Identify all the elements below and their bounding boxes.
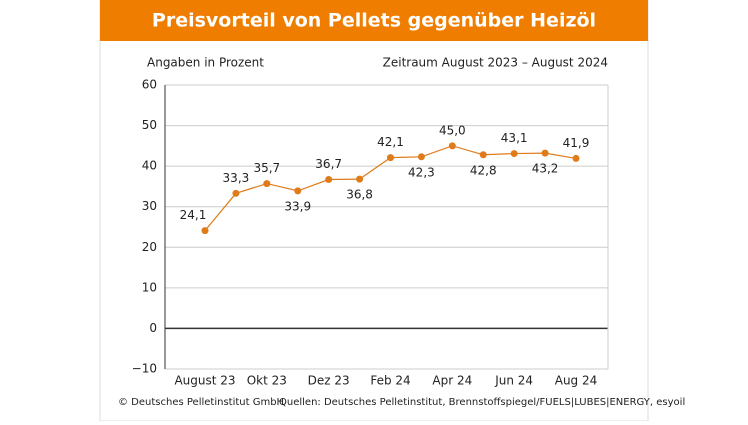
card xyxy=(99,0,649,422)
value-label: 33,9 xyxy=(284,199,311,213)
point xyxy=(387,154,394,162)
value-label: 43,1 xyxy=(501,131,528,145)
point xyxy=(263,180,271,188)
y-tick-label: 20 xyxy=(142,240,157,254)
y-tick-label: 50 xyxy=(142,118,157,132)
point xyxy=(479,151,487,159)
y-axis-label: Angaben in Prozent xyxy=(147,56,264,70)
point xyxy=(356,175,364,183)
y-tick-label: 40 xyxy=(142,159,157,173)
point xyxy=(325,176,333,184)
y-tick-label: 10 xyxy=(142,280,157,294)
point xyxy=(510,150,518,158)
header xyxy=(100,0,648,41)
point xyxy=(541,149,549,157)
point xyxy=(417,153,425,161)
value-label: 42,3 xyxy=(408,165,435,179)
value-label: 33,3 xyxy=(223,171,250,185)
y-tick-label: 30 xyxy=(142,199,157,213)
y-tick-label: 0 xyxy=(149,321,157,335)
x-tick-label: Feb 24 xyxy=(370,374,410,388)
y-tick-label: 60 xyxy=(142,78,157,92)
value-label: 43,2 xyxy=(532,162,559,176)
chart-title: Preisvorteil von Pellets gegenüber Heizö… xyxy=(152,10,596,32)
value-label: 24,1 xyxy=(180,208,207,222)
y-tick-label: −10 xyxy=(132,362,157,376)
value-label: 41,9 xyxy=(563,136,590,150)
x-tick-label: Aug 24 xyxy=(555,374,598,388)
x-tick-label: August 23 xyxy=(174,374,235,388)
point xyxy=(201,227,209,235)
x-tick-label: Okt 23 xyxy=(247,374,287,388)
point xyxy=(572,154,580,162)
point xyxy=(448,142,456,150)
point xyxy=(294,187,302,195)
value-label: 36,8 xyxy=(346,188,373,202)
x-tick-label: Jun 24 xyxy=(494,374,533,388)
value-label: 42,8 xyxy=(470,163,497,177)
source: Quellen: Deutsches Pelletinstitut, Brenn… xyxy=(279,397,685,408)
x-tick-label: Apr 24 xyxy=(432,374,472,388)
period: Zeitraum August 2023 – August 2024 xyxy=(383,56,608,70)
value-label: 36,7 xyxy=(315,157,342,171)
x-tick-label: Dez 23 xyxy=(308,374,350,388)
value-label: 35,7 xyxy=(253,161,280,175)
value-label: 45,0 xyxy=(439,123,466,137)
point xyxy=(232,189,240,197)
copyright: © Deutsches Pelletinstitut GmbH xyxy=(118,397,284,408)
value-label: 42,1 xyxy=(377,135,404,149)
